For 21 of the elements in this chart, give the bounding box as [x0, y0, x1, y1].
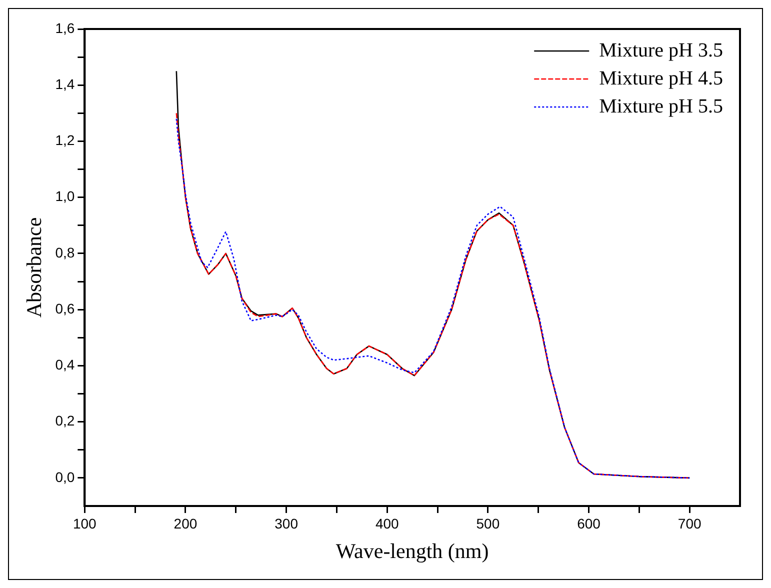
- x-axis-title: Wave-length (nm): [336, 538, 489, 563]
- x-tick-label: 200: [174, 515, 198, 532]
- legend-label: Mixture pH 4.5: [599, 67, 724, 90]
- x-tick-label: 700: [678, 515, 702, 532]
- y-tick-label: 0,0: [55, 468, 75, 485]
- y-tick-label: 0,4: [55, 356, 75, 373]
- y-tick-label: 1,0: [55, 188, 75, 204]
- x-tick-label: 300: [274, 515, 298, 532]
- y-tick-label: 0,2: [55, 412, 75, 429]
- x-tick-label: 100: [72, 515, 97, 532]
- legend-label: Mixture pH 3.5: [599, 39, 724, 62]
- y-tick-label: 1,4: [55, 76, 75, 92]
- y-axis-title: Absorbance: [22, 217, 46, 318]
- y-tick-label: 0,6: [55, 300, 75, 316]
- x-tick-label: 500: [476, 515, 500, 532]
- y-tick-label: 0,8: [55, 244, 75, 260]
- x-tick-label: 600: [577, 515, 601, 532]
- y-tick-label: 1,6: [55, 20, 75, 36]
- y-tick-label: 1,2: [55, 132, 75, 148]
- x-tick-label: 400: [375, 515, 400, 532]
- legend-label: Mixture pH 5.5: [599, 95, 724, 118]
